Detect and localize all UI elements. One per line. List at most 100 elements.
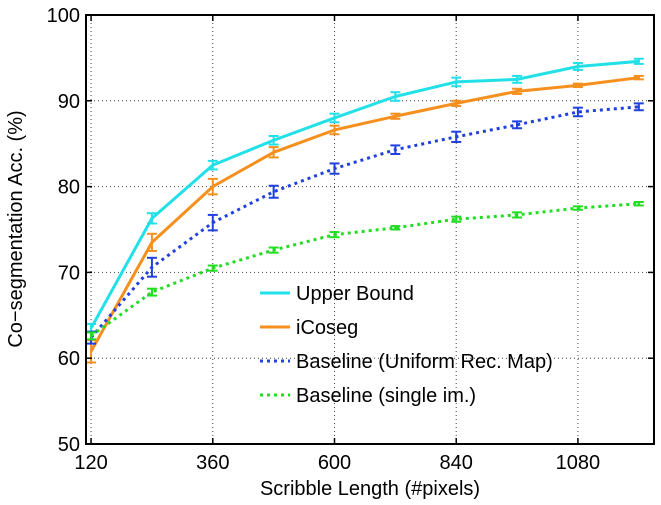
series-1 bbox=[86, 74, 644, 364]
grid bbox=[86, 15, 654, 444]
data-point bbox=[150, 266, 154, 269]
data-point bbox=[211, 221, 214, 224]
data-point bbox=[394, 95, 397, 98]
data-point bbox=[515, 213, 519, 217]
series-line bbox=[90, 202, 639, 338]
y-tick-label: 50 bbox=[58, 434, 80, 456]
series-line bbox=[89, 76, 639, 353]
series-line bbox=[89, 59, 639, 329]
data-point bbox=[272, 151, 275, 154]
data-point bbox=[272, 248, 275, 252]
legend-item: Baseline (single im.) bbox=[260, 385, 476, 407]
error-bar bbox=[572, 82, 583, 89]
error-bar bbox=[86, 331, 97, 341]
series-0 bbox=[86, 57, 644, 334]
error-bar bbox=[207, 264, 218, 272]
data-point bbox=[455, 218, 458, 221]
error-bar bbox=[390, 91, 401, 102]
error-bar bbox=[207, 213, 218, 232]
data-point bbox=[637, 105, 640, 109]
series-layer bbox=[86, 57, 644, 364]
legend: Upper Bound iCoseg Baseline (Uniform Rec. … bbox=[260, 283, 553, 407]
error-bar bbox=[572, 62, 583, 71]
y-tick-label: 80 bbox=[58, 177, 80, 199]
error-bar bbox=[268, 184, 279, 199]
y-tick-label: 90 bbox=[58, 91, 80, 113]
error-bar bbox=[451, 215, 462, 223]
error-bar bbox=[512, 87, 523, 95]
data-point bbox=[576, 65, 580, 68]
error-bar bbox=[572, 106, 583, 118]
data-point bbox=[211, 185, 214, 188]
y-tick-label: 70 bbox=[58, 262, 80, 284]
data-point bbox=[333, 167, 336, 170]
error-bar bbox=[268, 134, 279, 146]
data-point bbox=[576, 84, 580, 87]
data-point bbox=[211, 266, 214, 270]
data-point bbox=[515, 78, 519, 81]
data-point bbox=[394, 226, 397, 229]
ticks: 120 360 600 840 1080 50 60 70 80 90 100 bbox=[47, 5, 654, 474]
error-bar bbox=[633, 57, 644, 65]
data-point bbox=[515, 123, 519, 127]
legend-label: iCoseg bbox=[296, 317, 358, 339]
data-point bbox=[455, 102, 458, 105]
data-point bbox=[150, 290, 154, 294]
legend-item: Baseline (Uniform Rec. Map) bbox=[260, 351, 553, 373]
legend-item: Upper Bound bbox=[260, 283, 414, 305]
data-point bbox=[333, 116, 336, 120]
x-tick-label: 1080 bbox=[556, 452, 601, 474]
legend-label: Baseline (Uniform Rec. Map) bbox=[296, 351, 553, 373]
error-bar bbox=[329, 162, 340, 175]
error-bar bbox=[146, 256, 157, 278]
data-point bbox=[333, 233, 336, 236]
error-bar bbox=[633, 102, 644, 112]
x-tick-label: 840 bbox=[440, 452, 473, 474]
data-point bbox=[150, 217, 154, 220]
data-point bbox=[455, 135, 458, 139]
x-axis-label: Scribble Length (#pixels) bbox=[260, 478, 480, 500]
data-point bbox=[89, 326, 93, 330]
error-bar bbox=[146, 232, 157, 252]
data-point bbox=[394, 148, 397, 151]
data-point bbox=[637, 202, 640, 205]
y-tick-label: 60 bbox=[58, 348, 80, 370]
error-bar bbox=[633, 74, 644, 81]
error-bar bbox=[451, 99, 462, 107]
error-bar bbox=[572, 205, 583, 211]
y-tick-label: 100 bbox=[47, 5, 80, 27]
error-bar bbox=[390, 225, 401, 231]
plot-frame bbox=[85, 14, 655, 445]
data-point bbox=[89, 350, 93, 353]
data-point bbox=[272, 190, 275, 193]
series-2 bbox=[86, 102, 644, 345]
data-point bbox=[455, 80, 458, 84]
error-bar bbox=[633, 201, 644, 207]
data-point bbox=[211, 163, 214, 167]
data-point bbox=[637, 76, 640, 79]
series-line bbox=[89, 105, 639, 339]
data-point bbox=[637, 60, 640, 63]
error-bar bbox=[390, 112, 401, 120]
data-point bbox=[89, 334, 93, 338]
x-tick-label: 600 bbox=[318, 452, 351, 474]
y-axis-label: Co−segmentation Acc. (%) bbox=[5, 110, 27, 347]
data-point bbox=[272, 139, 275, 142]
data-point bbox=[333, 128, 336, 132]
error-bar bbox=[512, 211, 523, 219]
error-bar bbox=[329, 124, 340, 136]
data-point bbox=[576, 206, 580, 210]
error-bar bbox=[207, 159, 218, 171]
legend-item: iCoseg bbox=[260, 317, 358, 339]
error-bar bbox=[146, 287, 157, 297]
data-point bbox=[576, 110, 580, 114]
error-bar bbox=[146, 212, 157, 225]
error-bar bbox=[512, 74, 523, 84]
data-point bbox=[515, 90, 519, 93]
x-tick-label: 360 bbox=[196, 452, 229, 474]
legend-label: Baseline (single im.) bbox=[296, 385, 476, 407]
data-point bbox=[394, 115, 397, 118]
data-point bbox=[150, 241, 154, 244]
error-bar bbox=[451, 130, 462, 143]
